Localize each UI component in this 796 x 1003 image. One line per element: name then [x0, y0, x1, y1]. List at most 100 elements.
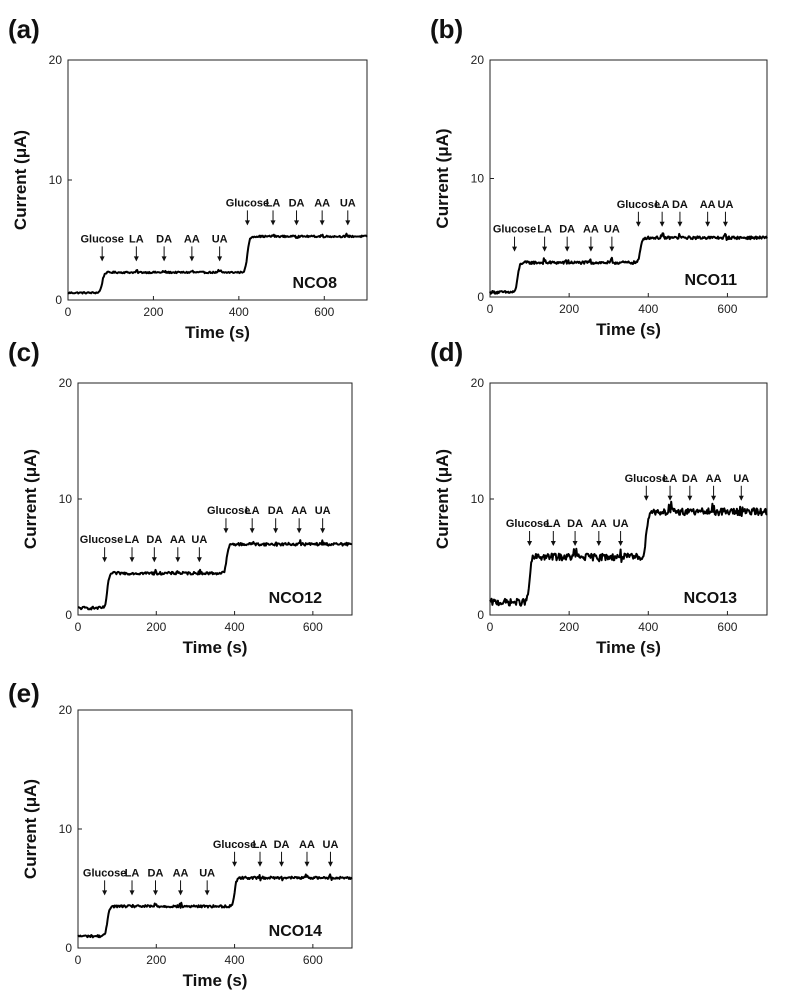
annotation-arrowhead: [542, 246, 548, 252]
annotation-arrowhead: [345, 220, 351, 226]
annotation-arrowhead: [189, 256, 195, 262]
annotation-label: AA: [299, 839, 315, 851]
annotation-label: AA: [706, 473, 722, 485]
annotation-label: LA: [129, 233, 144, 245]
annotation-arrowhead: [204, 890, 210, 896]
current-trace: [77, 539, 353, 611]
annotation-arrowhead: [320, 528, 326, 534]
y-tick-label: 20: [471, 53, 485, 67]
annotation-label: AA: [700, 199, 716, 211]
x-tick-label: 0: [75, 620, 82, 634]
chart-panel-nco12: (c) 0 200 400 600 0 10 20 Time (s) Current (μA) Gl…: [8, 337, 353, 657]
annotation-arrowhead: [249, 528, 255, 534]
y-tick-label: 10: [471, 492, 485, 506]
y-tick-label: 10: [59, 822, 73, 836]
annotation-label: LA: [266, 197, 281, 209]
x-tick-label: 400: [638, 302, 658, 316]
current-trace: [77, 873, 353, 939]
annotation-arrowhead: [161, 256, 167, 262]
x-tick-label: 400: [229, 305, 249, 319]
x-tick-label: 600: [303, 953, 323, 967]
y-tick-label: 20: [59, 703, 73, 717]
annotation-arrowhead: [659, 221, 665, 227]
annotation-arrowhead: [572, 541, 578, 546]
annotation-label: Glucose: [506, 518, 549, 530]
annotation-label: DA: [672, 199, 688, 211]
x-axis-label: Time (s): [183, 971, 248, 990]
sample-name: NCO14: [269, 923, 322, 940]
x-tick-label: 200: [146, 953, 166, 967]
annotation-label: DA: [559, 224, 575, 236]
y-axis-label: Current (μA): [11, 130, 30, 230]
annotation-label: UA: [340, 197, 356, 209]
annotation-label: AA: [170, 534, 186, 546]
annotation-arrowhead: [273, 528, 279, 534]
annotation-arrowhead: [217, 256, 223, 262]
annotation-arrowhead: [304, 861, 310, 867]
chart-panel-nco11: (b) 0 200 400 600 0 10 20 Time (s) Current (μA) Gl…: [430, 14, 768, 339]
annotation-label: AA: [314, 197, 330, 209]
x-axis-label: Time (s): [183, 638, 248, 657]
annotation-label: LA: [125, 867, 140, 879]
y-tick-label: 0: [477, 608, 484, 622]
x-tick-label: 0: [65, 305, 72, 319]
annotation-arrowhead: [178, 890, 184, 896]
annotation-label: AA: [591, 518, 607, 530]
annotation-arrowhead: [711, 495, 717, 501]
annotation-arrowhead: [596, 541, 602, 546]
annotation-arrowhead: [133, 256, 139, 262]
annotation-label: UA: [323, 839, 339, 851]
annotation-label: LA: [245, 505, 260, 517]
annotation-label: DA: [274, 839, 290, 851]
annotation-arrowhead: [270, 220, 276, 226]
annotation-arrowhead: [687, 495, 693, 501]
annotation-label: AA: [583, 224, 599, 236]
annotation-label: Glucose: [80, 233, 123, 245]
annotation-label: DA: [682, 473, 698, 485]
annotation-arrowhead: [722, 221, 728, 227]
x-tick-label: 200: [559, 302, 579, 316]
sample-name: NCO8: [293, 275, 338, 292]
annotation-label: DA: [289, 197, 305, 209]
x-tick-label: 400: [225, 620, 245, 634]
annotation-label: Glucose: [226, 197, 269, 209]
y-tick-label: 0: [65, 941, 72, 955]
y-tick-label: 0: [477, 290, 484, 304]
annotation-label: LA: [655, 199, 670, 211]
y-axis-label: Current (μA): [433, 449, 452, 549]
annotation-arrowhead: [175, 557, 181, 563]
y-tick-label: 10: [471, 172, 485, 186]
x-tick-label: 200: [559, 620, 579, 634]
panel-label: (e): [8, 678, 40, 708]
x-tick-label: 400: [225, 953, 245, 967]
annotation-arrowhead: [550, 541, 556, 546]
panel-label: (c): [8, 337, 40, 367]
annotation-label: Glucose: [617, 199, 660, 211]
annotation-arrowhead: [223, 528, 229, 534]
annotation-label: UA: [212, 233, 228, 245]
annotation-label: LA: [663, 473, 678, 485]
current-trace: [489, 232, 768, 295]
sample-name: NCO13: [684, 590, 737, 607]
y-axis-label: Current (μA): [21, 779, 40, 879]
x-tick-label: 600: [717, 620, 737, 634]
annotation-arrowhead: [319, 220, 325, 226]
annotation-arrowhead: [129, 557, 135, 563]
y-tick-label: 0: [55, 293, 62, 307]
x-axis-label: Time (s): [596, 638, 661, 657]
annotation-arrowhead: [102, 557, 108, 563]
current-trace: [489, 500, 768, 607]
y-tick-label: 20: [59, 376, 73, 390]
annotation-arrowhead: [196, 557, 202, 563]
annotation-arrowhead: [102, 890, 108, 896]
annotation-label: UA: [199, 867, 215, 879]
annotation-label: LA: [253, 839, 268, 851]
annotation-arrowhead: [635, 221, 641, 227]
annotation-arrowhead: [738, 495, 744, 501]
annotation-label: Glucose: [83, 867, 126, 879]
plot-frame: [489, 382, 768, 616]
annotation-arrowhead: [296, 528, 302, 534]
annotation-arrowhead: [609, 246, 615, 252]
plot-frame: [67, 59, 368, 301]
